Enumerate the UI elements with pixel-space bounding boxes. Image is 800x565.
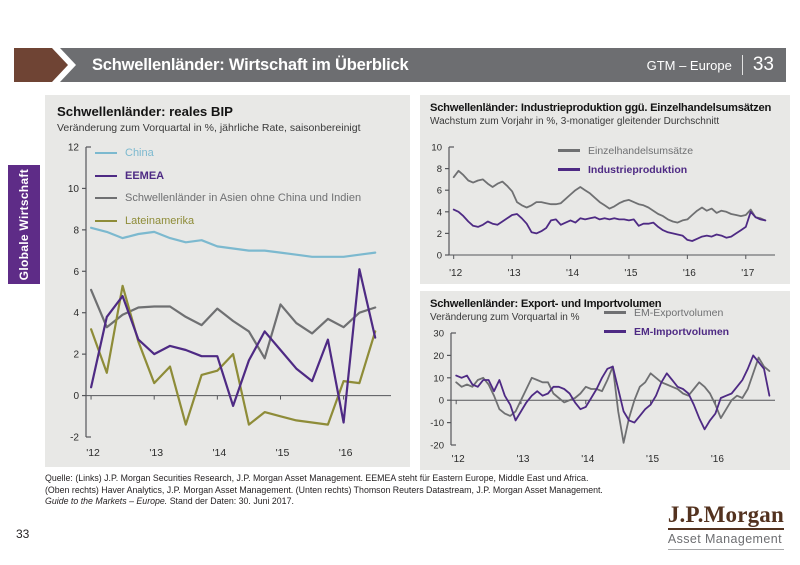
- section-tab-label: Globale Wirtschaft: [17, 168, 31, 281]
- chart-title: Schwellenländer: reales BIP: [57, 104, 233, 119]
- source-line-1: Quelle: (Links) J.P. Morgan Securities R…: [45, 473, 589, 483]
- legend-swatch-line: [604, 311, 626, 314]
- svg-text:2: 2: [437, 229, 442, 240]
- legend-label: Schwellenländer in Asien ohne China und …: [125, 192, 362, 205]
- legend-swatch-line: [95, 219, 117, 222]
- legend-swatch-line: [558, 168, 580, 171]
- arrow-fill: [14, 48, 68, 82]
- legend-swatch-line: [604, 330, 626, 333]
- svg-text:'17: '17: [741, 268, 754, 279]
- svg-text:10: 10: [433, 373, 444, 384]
- source-line-2: (Oben rechts) Haver Analytics, J.P. Morg…: [45, 484, 603, 495]
- bip-line-chart: -2 0 2 4 6 8 10 12 '12 '13 '14 '15 '16: [48, 139, 407, 466]
- svg-text:20: 20: [433, 351, 444, 362]
- legend-swatch-line: [95, 174, 117, 177]
- svg-text:'15: '15: [624, 268, 637, 279]
- legend-item: EEMEA: [95, 165, 361, 188]
- legend-item: Einzelhandelsumsätze: [558, 141, 693, 160]
- section-arrow-icon: [14, 48, 76, 82]
- svg-text:'12: '12: [86, 447, 100, 459]
- legend-label: EM-Importvolumen: [634, 325, 730, 338]
- header-page-number: 33: [752, 54, 774, 75]
- section-tab-globale-wirtschaft: Globale Wirtschaft: [8, 165, 40, 284]
- svg-text:-20: -20: [430, 441, 444, 452]
- svg-text:'15: '15: [276, 447, 290, 459]
- source-note: Quelle: (Links) J.P. Morgan Securities R…: [45, 473, 665, 508]
- svg-text:'14: '14: [566, 268, 579, 279]
- logo-division-text: Asset Management: [667, 532, 782, 546]
- chart-legend: China EEMEA Schwellenländer in Asien ohne …: [95, 142, 361, 232]
- slide-title: Schwellenländer: Wirtschaft im Überblick: [92, 56, 409, 74]
- svg-text:30: 30: [433, 329, 444, 340]
- svg-text:'13: '13: [516, 454, 529, 465]
- legend-label: Lateinamerika: [125, 214, 195, 227]
- header-divider: [741, 55, 743, 75]
- svg-text:0: 0: [437, 251, 442, 262]
- legend-label: EM-Exportvolumen: [634, 306, 724, 319]
- svg-text:4: 4: [437, 207, 442, 218]
- chart-subtitle: Veränderung zum Vorquartal in %: [430, 312, 580, 323]
- svg-text:4: 4: [73, 308, 79, 319]
- svg-text:6: 6: [73, 267, 79, 278]
- export-import-line-chart: -20 -10 0 10 20 30 '12 '13 '14 '15 '16: [423, 327, 787, 472]
- svg-text:'15: '15: [646, 454, 659, 465]
- chart-title: Schwellenländer: Export- und Importvolum…: [430, 298, 662, 310]
- logo-rule-bottom: [667, 549, 784, 550]
- jpmorgan-logo: J.P.Morgan Asset Management: [667, 502, 784, 550]
- header-bar: Schwellenländer: Wirtschaft im Überblick…: [14, 48, 786, 82]
- gtm-edition-label: GTM – Europe: [646, 57, 732, 73]
- svg-text:'16: '16: [711, 454, 724, 465]
- svg-text:0: 0: [73, 391, 79, 402]
- legend-swatch-line: [95, 152, 117, 155]
- legend-label: Industrieproduktion: [588, 163, 688, 176]
- svg-text:'16: '16: [339, 447, 353, 459]
- logo-brand-text: J.P.Morgan: [667, 502, 784, 527]
- legend-item: EM-Importvolumen: [604, 322, 729, 341]
- chart-panel-export-import: Schwellenländer: Export- und Importvolum…: [420, 291, 790, 470]
- svg-text:-2: -2: [70, 433, 79, 444]
- industrieproduktion-line-chart: 0 2 4 6 8 10 '12 '13 '14 '15 '16 '17: [423, 135, 787, 286]
- source-line-3: Guide to the Markets – Europe. Stand der…: [45, 496, 665, 508]
- svg-text:10: 10: [431, 143, 442, 154]
- legend-label: EEMEA: [125, 169, 165, 182]
- legend-swatch-line: [558, 149, 580, 152]
- svg-text:'16: '16: [683, 268, 696, 279]
- svg-text:8: 8: [437, 164, 442, 175]
- data-date: Stand der Daten: 30. Juni 2017.: [167, 496, 294, 506]
- legend-item: Lateinamerika: [95, 210, 361, 233]
- legend-item: Schwellenländer in Asien ohne China und …: [95, 187, 361, 210]
- legend-item: EM-Exportvolumen: [604, 303, 729, 322]
- svg-text:6: 6: [437, 186, 442, 197]
- svg-text:-10: -10: [430, 418, 444, 429]
- svg-text:'13: '13: [149, 447, 163, 459]
- svg-text:0: 0: [439, 396, 444, 407]
- chart-title: Schwellenländer: Industrieproduktion ggü…: [430, 102, 772, 114]
- chart-legend: EM-Exportvolumen EM-Importvolumen: [604, 303, 729, 341]
- chart-subtitle: Wachstum zum Vorjahr in %, 3-monatiger g…: [430, 116, 720, 127]
- legend-label: China: [125, 147, 154, 160]
- chart-panel-reales-bip: Schwellenländer: reales BIP Veränderung …: [45, 95, 410, 467]
- chart-subtitle: Veränderung zum Vorquartal in %, jährlic…: [57, 122, 361, 134]
- legend-swatch-line: [95, 197, 117, 200]
- svg-text:12: 12: [68, 143, 80, 154]
- svg-text:2: 2: [73, 350, 79, 361]
- page-number: 33: [16, 527, 30, 541]
- svg-text:10: 10: [68, 184, 80, 195]
- chart-legend: Einzelhandelsumsätze Industrieproduktion: [558, 141, 693, 179]
- svg-text:'12: '12: [449, 268, 462, 279]
- svg-text:'12: '12: [452, 454, 465, 465]
- legend-item: China: [95, 142, 361, 165]
- svg-text:8: 8: [73, 225, 79, 236]
- legend-item: Industrieproduktion: [558, 160, 693, 179]
- header-right: GTM – Europe 33: [647, 48, 774, 82]
- legend-label: Einzelhandelsumsätze: [588, 144, 694, 157]
- logo-rule: [667, 528, 784, 530]
- svg-text:'13: '13: [508, 268, 521, 279]
- svg-text:'14: '14: [581, 454, 594, 465]
- guide-title: Guide to the Markets – Europe.: [45, 496, 168, 506]
- chart-panel-industrieproduktion: Schwellenländer: Industrieproduktion ggü…: [420, 95, 790, 284]
- svg-text:'14: '14: [213, 447, 227, 459]
